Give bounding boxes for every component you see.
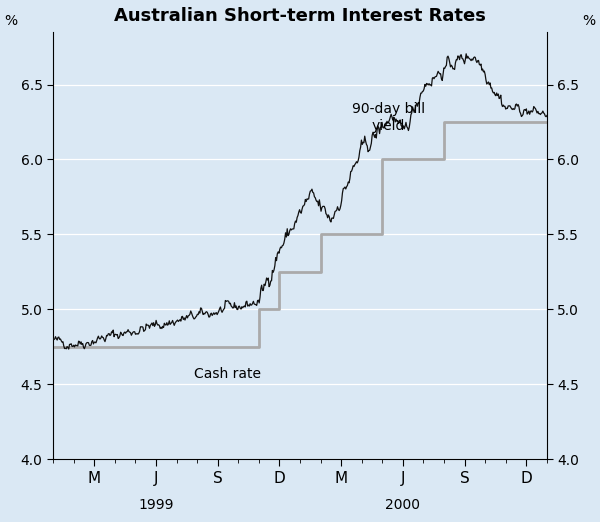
Text: Cash rate: Cash rate [194, 367, 262, 381]
Title: Australian Short-term Interest Rates: Australian Short-term Interest Rates [114, 7, 486, 25]
Text: 90-day bill
yield: 90-day bill yield [352, 102, 425, 133]
Text: 2000: 2000 [385, 498, 421, 512]
Text: %: % [4, 14, 17, 28]
Text: 1999: 1999 [138, 498, 173, 512]
Text: %: % [583, 14, 596, 28]
